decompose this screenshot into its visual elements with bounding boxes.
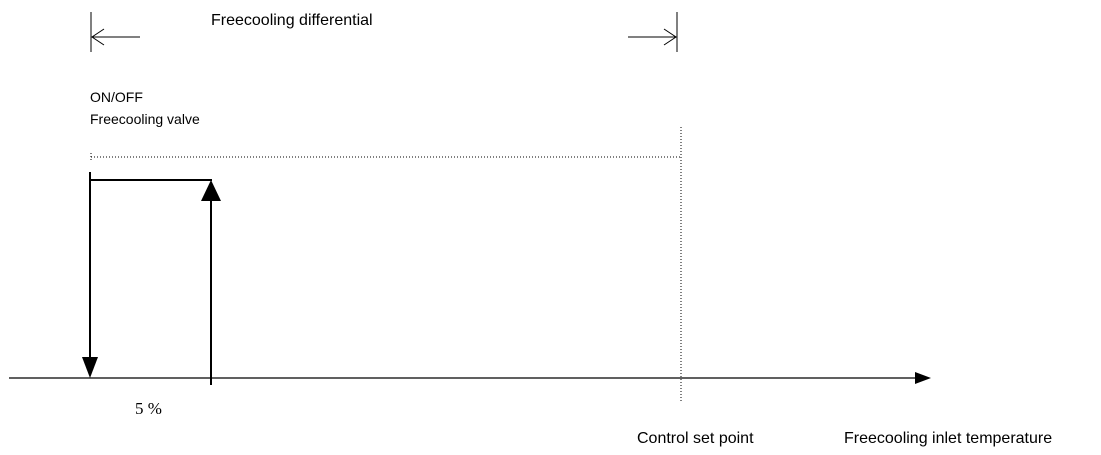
set-point-label: Control set point (637, 430, 754, 447)
on-arrow-head (201, 180, 221, 201)
differential-left-arrow-head (91, 28, 105, 46)
x-axis-arrow-head (915, 372, 931, 384)
differential-label: Freecooling differential (211, 12, 373, 29)
off-arrow-head (82, 357, 98, 378)
valve-label: Freecooling valve (90, 111, 200, 127)
x-axis-label: Freecooling inlet temperature (844, 430, 1053, 447)
differential-right-arrow-head (663, 28, 677, 46)
percent-label: 5 % (135, 399, 162, 418)
on-off-label: ON/OFF (90, 89, 143, 105)
